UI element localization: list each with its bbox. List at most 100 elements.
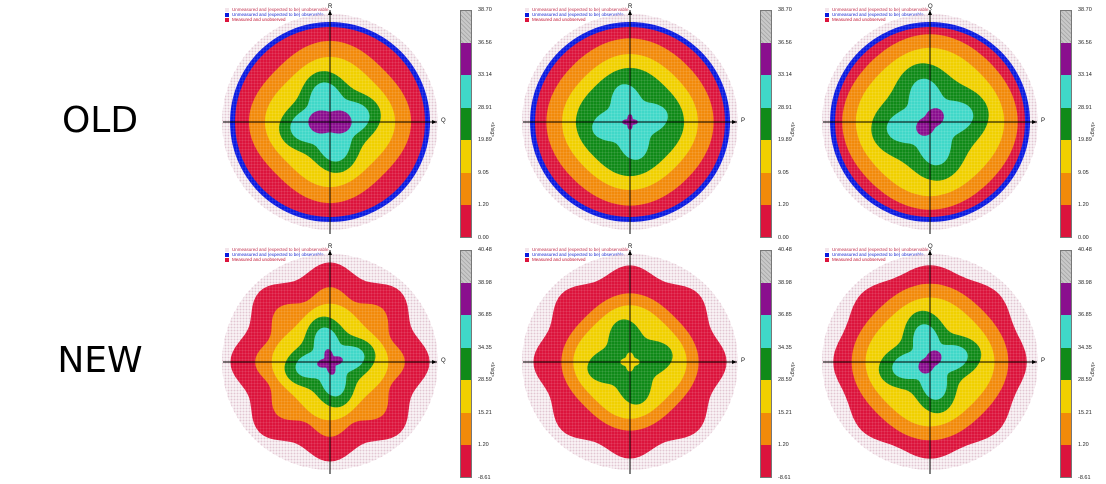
axis-label-right: Q <box>441 358 446 364</box>
axis-arrow <box>732 120 737 124</box>
colorbar-segment-orange <box>460 172 472 206</box>
colorbar-tick-label: 40.48 <box>778 247 792 253</box>
colorbar-segment-yellow <box>460 380 472 414</box>
legend-entry: Unmeasured and (expected to be) unobserv… <box>525 247 629 252</box>
legend: Unmeasured and (expected to be) unobserv… <box>825 247 929 262</box>
legend-entry: Unmeasured and (expected to be) unobserv… <box>225 247 329 252</box>
axis-arrow <box>928 10 932 15</box>
axis-arrow <box>328 250 332 255</box>
colorbar-frame <box>760 10 772 238</box>
colorbar-tick-label: 0.00 <box>778 235 789 241</box>
colorbar <box>460 10 472 239</box>
colorbar-tick-label: 33.14 <box>778 72 792 79</box>
colorbar-segment-red <box>1060 205 1072 239</box>
heatmap-panel-new-2: Unmeasured and (expected to be) unobserv… <box>515 242 815 484</box>
colorbar-segment-cyan <box>760 75 772 109</box>
colorbar-tick-label: 34.35 <box>478 344 492 351</box>
colorbar-tick-label: 15.21 <box>1078 409 1092 416</box>
colorbar-segment-yellow <box>460 140 472 174</box>
legend-label: Unmeasured and (expected to be) observab… <box>232 252 324 257</box>
axis-label-right: P <box>1041 358 1046 364</box>
colorbar-tick-label: 34.35 <box>1078 344 1092 351</box>
colorbar-segment-orange <box>460 412 472 446</box>
colorbar-segment-cyan <box>1060 315 1072 349</box>
colorbar-segment-yellow <box>760 140 772 174</box>
colorbar-segment-purple <box>1060 282 1072 316</box>
axis-arrow <box>328 10 332 15</box>
colorbar-segment-red <box>760 445 772 479</box>
colorbar-tick-label: 36.56 <box>778 39 792 46</box>
colorbar-segment-orange <box>1060 412 1072 446</box>
legend-swatch <box>825 252 829 257</box>
colorbar-segment-purple <box>760 282 772 316</box>
axis-label-top: R <box>328 4 333 10</box>
axis-arrow <box>432 360 437 364</box>
legend-entry: Measured and unobserved <box>825 257 929 262</box>
legend-label: Unmeasured and (expected to be) unobserv… <box>832 247 929 252</box>
colorbar-tick-label: 9.05 <box>478 169 489 176</box>
colorbar-tick-label: 1.20 <box>778 442 789 449</box>
colorbar-tick-label: 1.20 <box>778 202 789 209</box>
colorbar-segment-green <box>760 347 772 381</box>
legend-entry: Unmeasured and (expected to be) observab… <box>825 12 929 17</box>
colorbar-tick-label: -8.61 <box>1078 475 1091 481</box>
axis-arrow <box>432 120 437 124</box>
colorbar-title: <I/sig> <box>1089 122 1095 138</box>
colorbar-tick-label: 38.70 <box>1078 7 1092 13</box>
axis-arrow <box>928 250 932 255</box>
colorbar-segment-gray <box>760 10 772 44</box>
colorbar-title: <I/sig> <box>489 362 495 378</box>
colorbar-tick-label: 40.48 <box>1078 247 1092 253</box>
colorbar <box>1060 250 1072 479</box>
axis-label-top: R <box>628 244 633 250</box>
legend-label: Unmeasured and (expected to be) observab… <box>832 252 924 257</box>
axis-label-right: P <box>1041 118 1046 124</box>
legend: Unmeasured and (expected to be) unobserv… <box>225 247 329 262</box>
colorbar-tick-label: 38.70 <box>478 7 492 13</box>
legend: Unmeasured and (expected to be) unobserv… <box>525 247 629 262</box>
colorbar-tick-label: 38.98 <box>478 279 492 286</box>
colorbar-tick-label: 36.56 <box>1078 39 1092 46</box>
colorbar-tick-label: 19.89 <box>478 137 492 144</box>
colorbar-tick-label: 19.89 <box>1078 137 1092 144</box>
legend-swatch <box>225 17 229 22</box>
colorbar-frame <box>460 10 472 238</box>
legend-label: Unmeasured and (expected to be) unobserv… <box>832 7 929 12</box>
colorbar-frame <box>460 250 472 478</box>
legend-swatch <box>825 17 829 22</box>
colorbar-tick-label: 33.14 <box>478 72 492 79</box>
axis-arrow <box>732 360 737 364</box>
colorbar-tick-label: 1.20 <box>1078 442 1089 449</box>
legend: Unmeasured and (expected to be) unobserv… <box>525 7 629 22</box>
legend-entry: Measured and unobserved <box>525 17 629 22</box>
colorbar-segment-red <box>460 205 472 239</box>
legend-label: Measured and unobserved <box>532 257 586 262</box>
colorbar <box>760 10 772 239</box>
legend-swatch <box>525 12 529 17</box>
legend-label: Unmeasured and (expected to be) unobserv… <box>232 7 329 12</box>
colorbar-segment-gray <box>460 250 472 284</box>
colorbar-segment-yellow <box>1060 380 1072 414</box>
heatmap-plot <box>522 10 738 234</box>
legend-entry: Unmeasured and (expected to be) unobserv… <box>825 247 929 252</box>
heatmap-plot <box>222 10 438 234</box>
legend-entry: Measured and unobserved <box>225 17 329 22</box>
legend-label: Measured and unobserved <box>832 257 886 262</box>
legend-swatch <box>225 7 229 12</box>
colorbar-segment-purple <box>760 42 772 76</box>
colorbar-tick-label: 28.91 <box>778 104 792 111</box>
legend-swatch <box>825 7 829 12</box>
colorbar-segment-purple <box>460 42 472 76</box>
colorbar-tick-label: 40.48 <box>478 247 492 253</box>
legend-swatch <box>225 257 229 262</box>
colorbar-tick-label: 38.98 <box>1078 279 1092 286</box>
colorbar-tick-label: 36.56 <box>478 39 492 46</box>
heatmap-panel-new-3: Unmeasured and (expected to be) unobserv… <box>815 242 1106 484</box>
colorbar-segment-green <box>460 107 472 141</box>
legend-swatch <box>825 247 829 252</box>
row-label-new: NEW <box>57 340 143 381</box>
heatmap-panel-new-1: Unmeasured and (expected to be) unobserv… <box>215 242 515 484</box>
axis-label-right: P <box>741 358 746 364</box>
colorbar-tick-label: 9.05 <box>1078 169 1089 176</box>
axis-arrow <box>628 250 632 255</box>
